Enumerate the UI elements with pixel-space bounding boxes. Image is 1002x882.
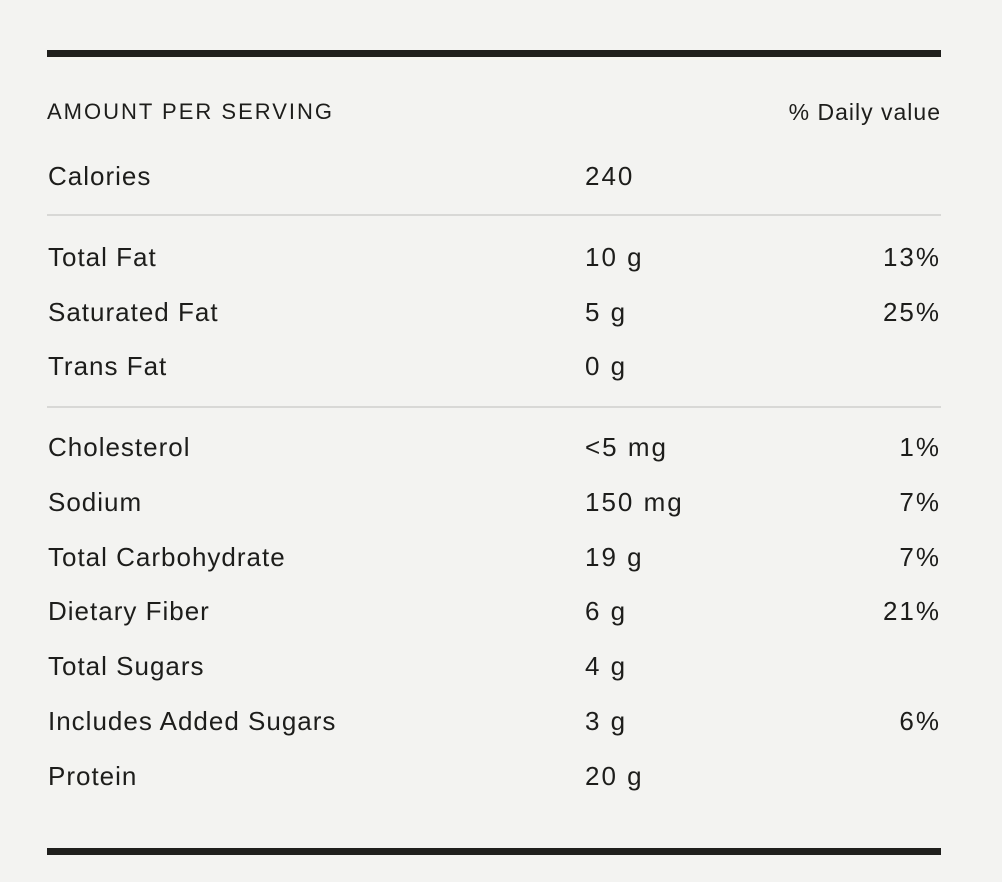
nutrient-amount: 0 g xyxy=(585,350,628,381)
nutrient-daily-value: 7% xyxy=(899,541,941,572)
nutrient-label: Saturated Fat xyxy=(48,296,219,327)
nutrient-label: Calories xyxy=(48,160,152,191)
row-total-sugars: Total Sugars 4 g xyxy=(47,650,941,682)
nutrient-amount: 10 g xyxy=(585,241,644,272)
section-divider xyxy=(47,214,941,216)
nutrient-label: Cholesterol xyxy=(48,431,191,462)
row-includes-added-sugars: Includes Added Sugars 3 g 6% xyxy=(47,705,941,737)
nutrient-daily-value: 6% xyxy=(899,705,941,736)
row-sodium: Sodium 150 mg 7% xyxy=(47,486,941,518)
nutrient-label: Trans Fat xyxy=(48,350,168,381)
header-row: AMOUNT PER SERVING % Daily value xyxy=(47,96,941,128)
row-dietary-fiber: Dietary Fiber 6 g 21% xyxy=(47,595,941,627)
nutrient-amount: 150 mg xyxy=(585,486,684,517)
nutrient-amount: 19 g xyxy=(585,541,644,572)
row-protein: Protein 20 g xyxy=(47,760,941,792)
nutrient-amount: 240 xyxy=(585,160,635,191)
nutrient-amount: 4 g xyxy=(585,650,628,681)
section-divider xyxy=(47,406,941,408)
nutrient-daily-value: 13% xyxy=(882,241,941,272)
nutrient-label: Total Sugars xyxy=(48,650,205,681)
nutrient-daily-value: 21% xyxy=(882,595,941,626)
nutrient-daily-value: 25% xyxy=(882,296,941,327)
nutrient-label: Dietary Fiber xyxy=(48,595,210,626)
row-total-fat: Total Fat 10 g 13% xyxy=(47,241,941,273)
row-saturated-fat: Saturated Fat 5 g 25% xyxy=(47,296,941,328)
nutrient-daily-value: 1% xyxy=(899,431,941,462)
nutrient-amount: <5 mg xyxy=(585,431,668,462)
nutrient-label: Total Carbohydrate xyxy=(48,541,286,572)
row-cholesterol: Cholesterol <5 mg 1% xyxy=(47,431,941,463)
daily-value-heading: % Daily value xyxy=(788,98,941,125)
amount-per-serving-heading: AMOUNT PER SERVING xyxy=(47,99,335,124)
top-heavy-rule xyxy=(47,50,941,57)
nutrient-amount: 20 g xyxy=(585,760,644,791)
nutrient-label: Sodium xyxy=(48,486,143,517)
nutrient-label: Protein xyxy=(48,760,138,791)
bottom-heavy-rule xyxy=(47,848,941,855)
nutrient-daily-value: 7% xyxy=(899,486,941,517)
nutrient-amount: 3 g xyxy=(585,705,628,736)
row-trans-fat: Trans Fat 0 g xyxy=(47,350,941,382)
nutrient-label: Total Fat xyxy=(48,241,157,272)
row-calories: Calories 240 xyxy=(47,160,941,192)
nutrient-amount: 6 g xyxy=(585,595,628,626)
nutrient-label: Includes Added Sugars xyxy=(48,705,337,736)
nutrient-amount: 5 g xyxy=(585,296,628,327)
row-total-carbohydrate: Total Carbohydrate 19 g 7% xyxy=(47,541,941,573)
